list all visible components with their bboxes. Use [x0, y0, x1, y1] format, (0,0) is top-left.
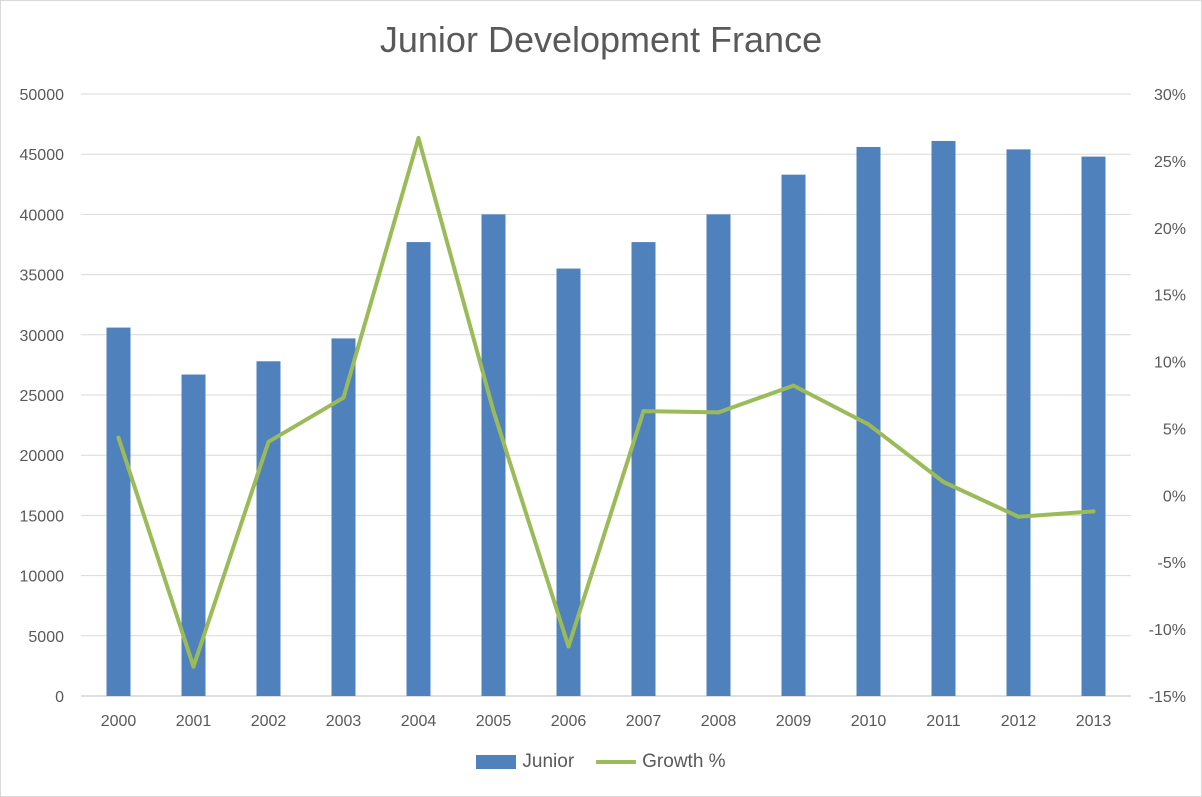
legend-swatch-junior — [476, 755, 517, 769]
x-tick-label: 2011 — [926, 713, 961, 730]
growth-line — [116, 136, 1096, 669]
bar-junior — [631, 242, 656, 697]
y-tick-label-left: 20000 — [20, 448, 65, 465]
bar-junior — [481, 214, 506, 696]
y-tick-label-left: 25000 — [20, 388, 65, 405]
bar-junior — [1081, 156, 1106, 696]
y-tick-label-left: 45000 — [20, 147, 65, 164]
x-tick-label: 2002 — [251, 713, 287, 730]
growth-point — [716, 410, 721, 415]
y-tick-label-right: -15% — [1149, 689, 1186, 706]
y-tick-label-right: 5% — [1163, 421, 1186, 438]
x-tick-label: 2008 — [701, 713, 737, 730]
y-tick-label-right: 0% — [1163, 488, 1186, 505]
y-tick-label-right: 20% — [1154, 221, 1186, 238]
y-tick-label-left: 0 — [55, 689, 64, 706]
y-tick-label-left: 35000 — [20, 268, 65, 285]
bar-junior — [181, 374, 206, 696]
bar-junior — [556, 268, 581, 696]
bar-junior — [1006, 149, 1031, 696]
y-tick-label-right: -5% — [1158, 555, 1186, 572]
legend-label-growth: Growth % — [642, 751, 726, 772]
growth-point — [641, 409, 646, 414]
growth-point — [116, 435, 121, 440]
growth-point — [941, 479, 946, 484]
y-tick-label-right: -10% — [1149, 622, 1186, 639]
y-tick-label-right: 25% — [1154, 154, 1186, 171]
bar-junior — [256, 361, 281, 696]
x-tick-label: 2007 — [626, 713, 662, 730]
x-tick-label: 2012 — [1001, 713, 1037, 730]
growth-point — [1016, 514, 1021, 519]
legend-item-junior: Junior — [476, 751, 574, 773]
legend: Junior Growth % — [1, 751, 1201, 773]
chart-title: Junior Development France — [379, 19, 823, 60]
y-tick-label-right: 10% — [1154, 355, 1186, 372]
bar-junior — [781, 174, 806, 697]
bar-junior — [706, 214, 731, 696]
growth-point — [191, 664, 196, 669]
x-tick-label: 2004 — [401, 713, 437, 730]
x-tick-label: 2005 — [476, 713, 512, 730]
legend-swatch-growth — [596, 760, 637, 764]
y-tick-label-left: 5000 — [28, 629, 64, 646]
growth-point — [866, 422, 871, 427]
y-tick-label-right: 15% — [1154, 288, 1186, 305]
x-tick-label: 2006 — [551, 713, 587, 730]
y-tick-label-left: 30000 — [20, 328, 65, 345]
y-tick-label-left: 40000 — [20, 207, 65, 224]
y-tick-label-right: 30% — [1154, 87, 1186, 104]
bar-junior — [106, 327, 131, 696]
y-tick-label-left: 10000 — [20, 569, 65, 586]
growth-point — [566, 644, 571, 649]
growth-point — [791, 383, 796, 388]
x-tick-label: 2003 — [326, 713, 362, 730]
x-tick-label: 2013 — [1076, 713, 1112, 730]
growth-point — [266, 439, 271, 444]
growth-point — [341, 395, 346, 400]
y-tick-label-left: 50000 — [20, 87, 65, 104]
x-tick-label: 2010 — [851, 713, 887, 730]
growth-point — [416, 136, 421, 141]
growth-point — [1091, 509, 1096, 514]
x-tick-label: 2009 — [776, 713, 812, 730]
legend-item-growth: Growth % — [596, 751, 726, 773]
bar-junior — [931, 140, 956, 696]
x-tick-label: 2000 — [101, 713, 137, 730]
bar-junior — [406, 242, 431, 697]
x-tick-label: 2001 — [176, 713, 212, 730]
growth-point — [491, 409, 496, 414]
legend-label-junior: Junior — [522, 751, 575, 772]
y-tick-label-left: 15000 — [20, 508, 65, 525]
